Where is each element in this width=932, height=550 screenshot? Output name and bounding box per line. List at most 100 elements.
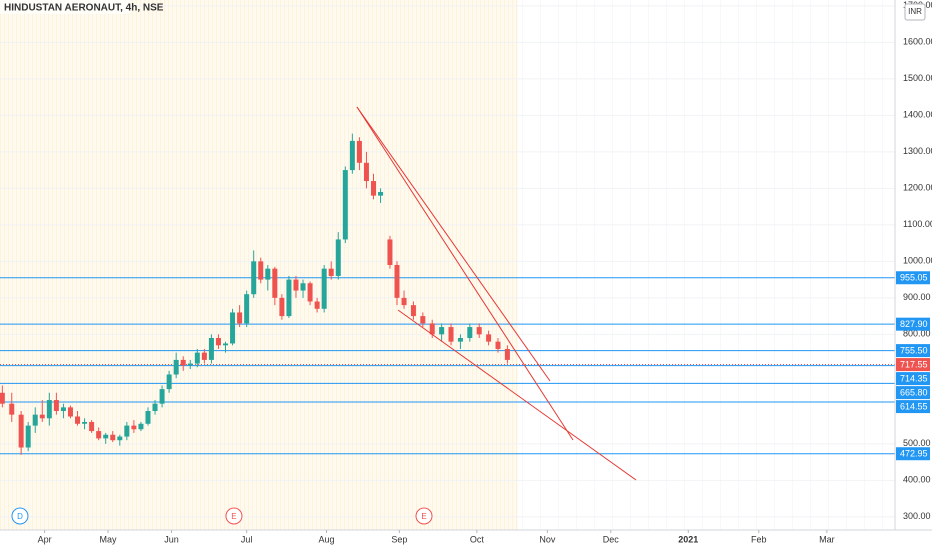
candle-body <box>265 268 271 280</box>
trendlines <box>356 106 637 481</box>
candle-body <box>180 359 186 366</box>
event-marker[interactable] <box>415 507 433 525</box>
candle-body <box>46 400 52 419</box>
candle-body <box>67 407 73 417</box>
price-tag <box>896 400 930 414</box>
candle-body <box>152 403 158 412</box>
candle-body <box>401 297 407 306</box>
candle-body <box>173 359 179 375</box>
price-tag-label: 614.55 <box>900 401 928 411</box>
y-tick-label: 500.00 <box>903 438 931 448</box>
x-tick-label: Sep <box>391 534 407 544</box>
candle-body <box>110 434 116 441</box>
title-background <box>0 0 130 14</box>
price-tag-label: 665.80 <box>900 387 928 397</box>
x-tick-label: Aug <box>319 534 335 544</box>
price-tag-label: 755.50 <box>900 345 928 355</box>
event-marker[interactable] <box>11 507 29 525</box>
event-label: E <box>231 512 236 521</box>
price-tag <box>896 317 930 331</box>
event-label: E <box>421 512 426 521</box>
x-tick-label: Oct <box>470 534 485 544</box>
price-tag <box>896 271 930 285</box>
candle-body <box>349 140 355 171</box>
x-tick-label: Dec <box>603 534 620 544</box>
candle-body <box>208 338 214 360</box>
candle-body <box>251 261 257 295</box>
y-tick-label: 1000.00 <box>903 256 932 266</box>
trendline <box>397 309 637 481</box>
candle-body <box>448 327 454 342</box>
candle-body <box>201 352 207 360</box>
candle-body <box>328 268 334 276</box>
candle-body <box>244 294 250 324</box>
candle-body <box>124 425 130 437</box>
currency-badge[interactable] <box>904 3 926 21</box>
y-tick-label: 1600.00 <box>903 37 932 47</box>
candle-body <box>53 400 59 412</box>
price-tag <box>896 447 930 461</box>
candle-body <box>467 327 473 339</box>
trendline <box>356 106 551 382</box>
candle-body <box>363 162 369 182</box>
candle-body <box>307 283 313 302</box>
candle-body <box>314 301 320 309</box>
candle-body <box>476 327 482 335</box>
candle-body <box>32 414 38 426</box>
candle-body <box>394 265 400 298</box>
y-tick-label: 900.00 <box>903 292 931 302</box>
candle-body <box>420 316 426 324</box>
candle-body <box>321 268 327 309</box>
y-tick-label: 400.00 <box>903 475 931 485</box>
price-tag <box>896 372 930 386</box>
x-tick-label: Jul <box>241 534 253 544</box>
candle-body <box>272 268 278 298</box>
candle-body <box>495 341 501 349</box>
x-tick-label: Jun <box>164 534 179 544</box>
candle-body <box>75 416 81 424</box>
price-tag <box>896 344 930 358</box>
candle-body <box>103 434 109 439</box>
candle-body <box>159 389 165 404</box>
trendline <box>356 106 574 441</box>
event-marker[interactable] <box>225 507 243 525</box>
candle-body <box>230 312 236 344</box>
candle-body <box>138 423 144 430</box>
x-tick-label: Mar <box>819 534 835 544</box>
candle-body <box>410 305 416 317</box>
candle-body <box>60 407 66 412</box>
candle-body <box>215 338 221 346</box>
candle-body <box>131 425 137 430</box>
candle-body <box>9 403 15 415</box>
y-tick-label: 800.00 <box>903 329 931 339</box>
candle-body <box>439 327 445 335</box>
candle-body <box>0 392 5 404</box>
candle-body <box>286 279 292 317</box>
candle-body <box>387 239 393 265</box>
candle-body <box>166 374 172 390</box>
candle-body <box>457 338 463 342</box>
event-label: D <box>17 512 23 521</box>
y-tick-label: 1100.00 <box>903 219 932 229</box>
price-tag <box>896 358 930 372</box>
candle-body <box>378 191 384 196</box>
candle-body <box>39 414 45 419</box>
x-tick-label: Feb <box>751 534 767 544</box>
candle-body <box>25 425 31 448</box>
candle-body <box>145 411 151 424</box>
y-tick-label: 300.00 <box>903 511 931 521</box>
x-tick-label: Apr <box>38 534 52 544</box>
candle-body <box>237 312 243 324</box>
y-tick-label: 1200.00 <box>903 183 932 193</box>
price-tag-label: 472.95 <box>900 449 928 459</box>
x-tick-label: 2021 <box>678 534 698 544</box>
candle-body <box>300 283 306 291</box>
candle-body <box>356 140 362 163</box>
price-tag-label: 717.55 <box>900 359 928 369</box>
candle-body <box>117 436 123 441</box>
currency-label: INR <box>908 7 922 16</box>
chart-title: HINDUSTAN AERONAUT, 4h, NSE <box>4 3 164 14</box>
price-tag-label: 827.90 <box>900 319 928 329</box>
x-tick-label: May <box>100 534 118 544</box>
